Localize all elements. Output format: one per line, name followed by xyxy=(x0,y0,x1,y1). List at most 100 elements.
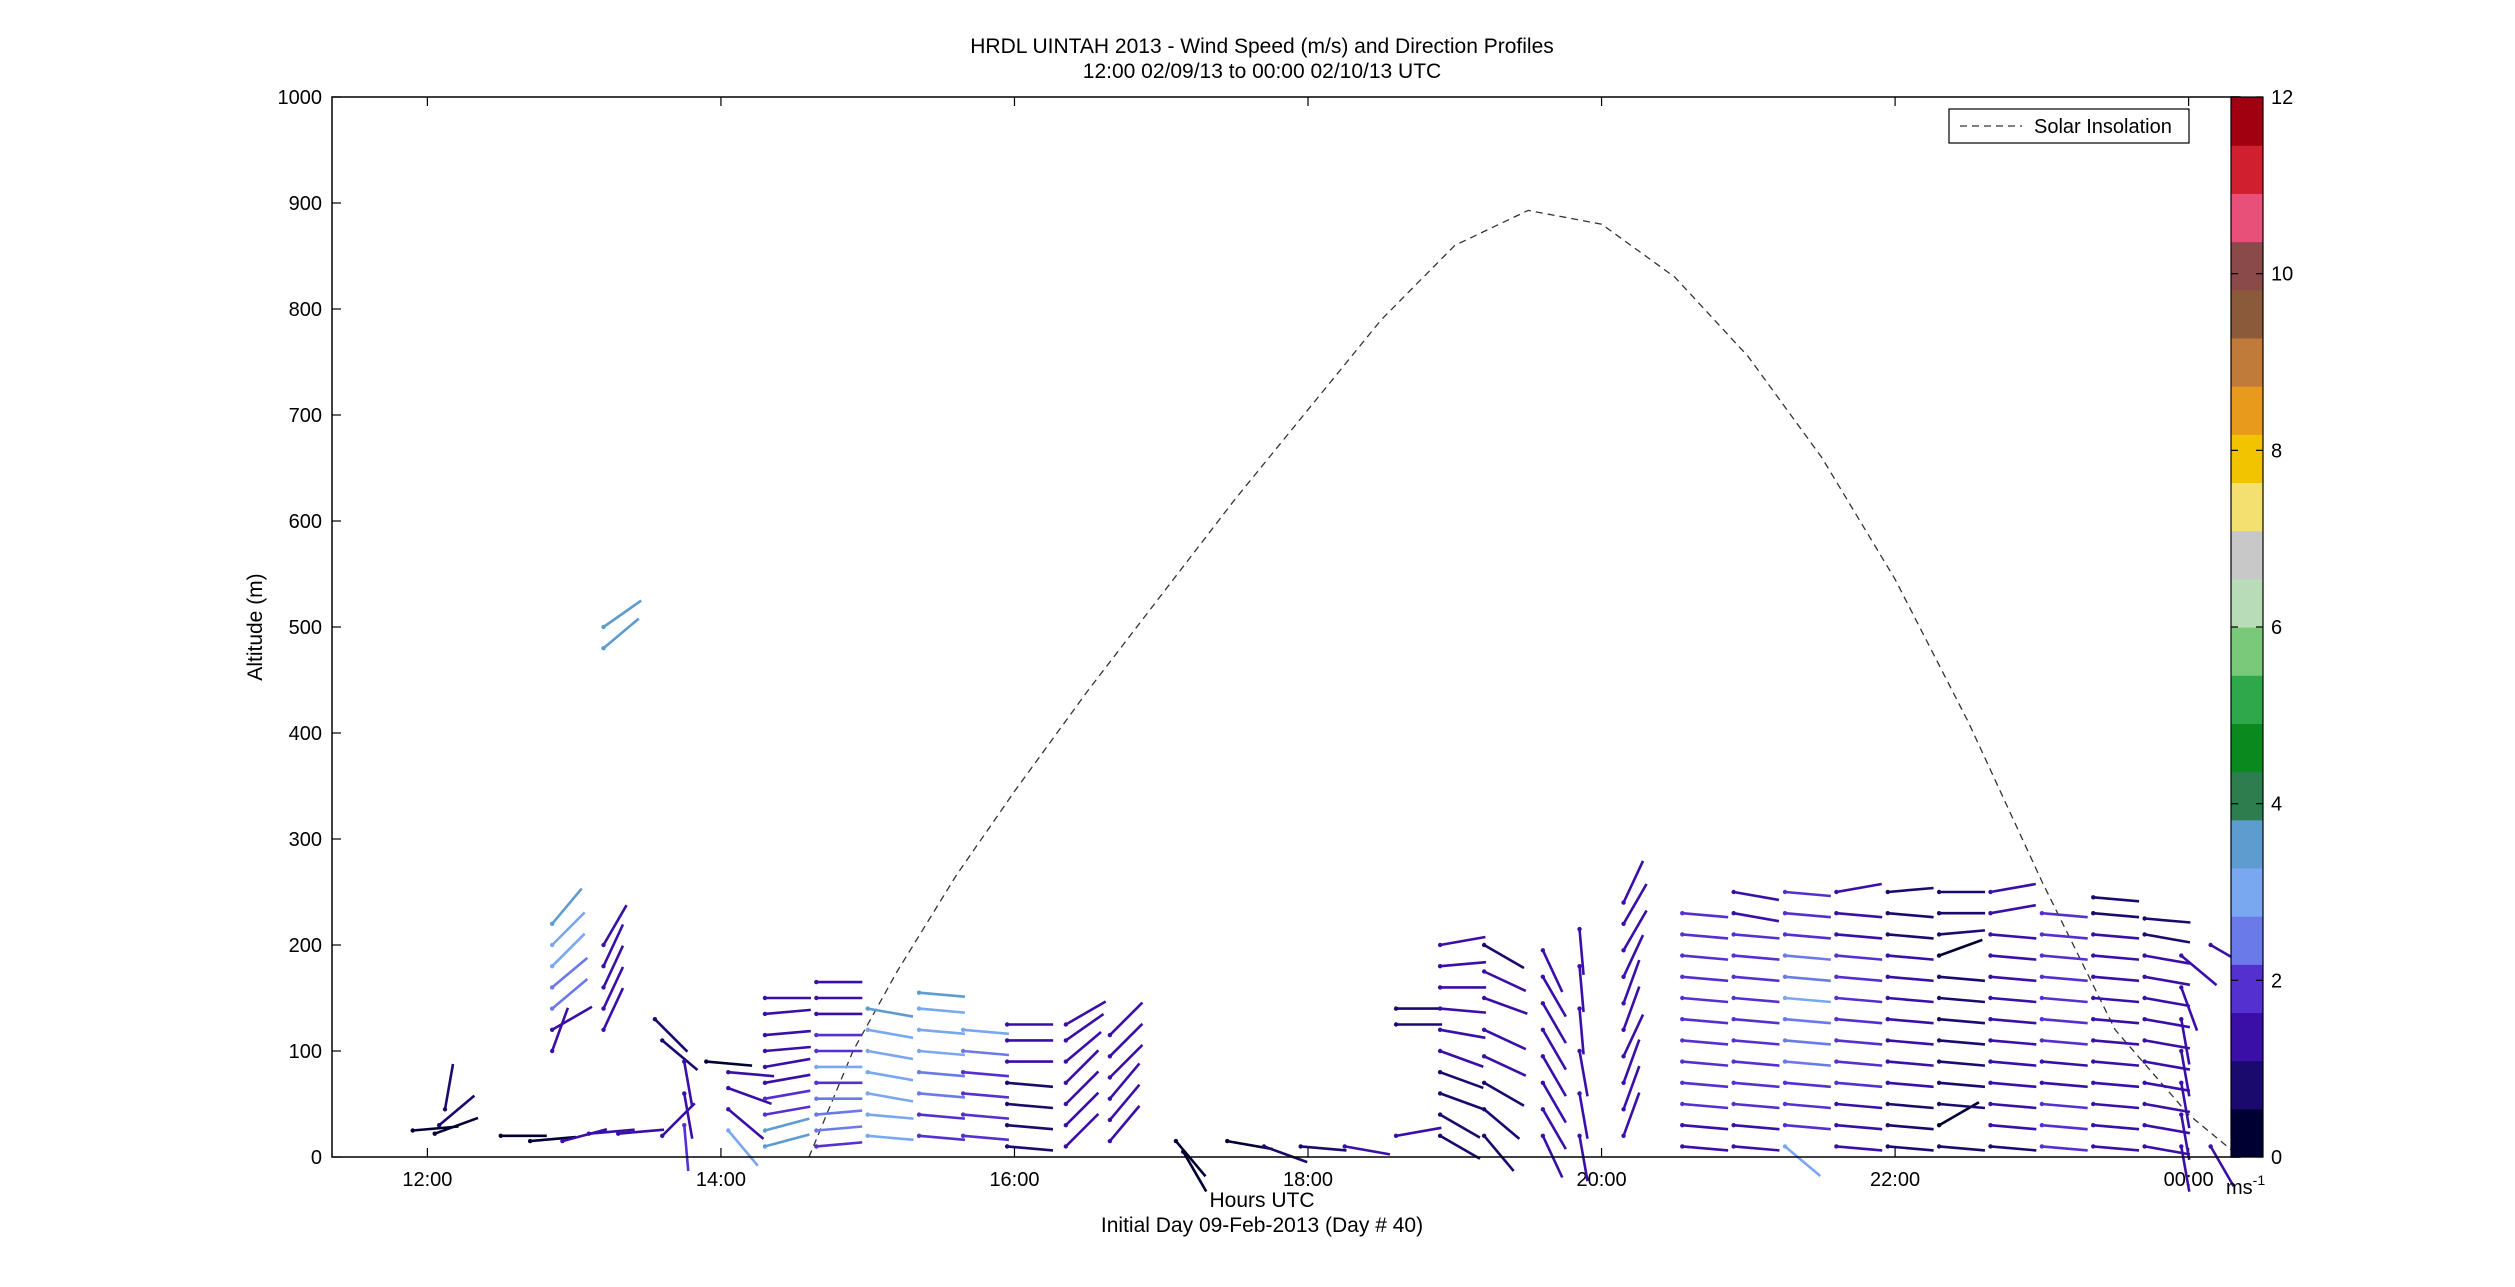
wind-barb-shaft xyxy=(602,599,642,629)
wind-barb-origin xyxy=(1004,1059,1010,1064)
wind-barb xyxy=(1621,883,1648,926)
wind-barb-shaft xyxy=(1622,1014,1645,1057)
colorbar-segment xyxy=(2231,386,2263,435)
wind-barb xyxy=(726,1070,775,1078)
wind-barb-shaft xyxy=(551,887,583,925)
wind-barb-origin xyxy=(436,1123,442,1128)
wind-barb xyxy=(1004,1080,1054,1089)
wind-barb xyxy=(682,1091,694,1139)
wind-barb-shaft xyxy=(1682,996,1729,1004)
y-tick-label: 900 xyxy=(289,193,322,215)
wind-barb-shaft xyxy=(1836,1102,1883,1110)
wind-barb-shaft xyxy=(1622,934,1645,978)
wind-barb-origin xyxy=(1988,911,1993,916)
wind-barb-origin xyxy=(1988,1101,1993,1107)
wind-barb-origin xyxy=(1936,1017,1942,1022)
wind-barb-shaft xyxy=(434,1116,479,1135)
wind-barb xyxy=(1621,986,1641,1033)
wind-barb-shaft xyxy=(1682,1081,1729,1089)
wind-barb-origin xyxy=(762,1011,768,1017)
wind-barb-shaft xyxy=(2041,975,2088,983)
wind-barb-origin xyxy=(1731,1038,1736,1043)
wind-barb-origin xyxy=(1107,1032,1113,1038)
wind-barb-origin xyxy=(1936,1080,1942,1086)
wind-barb-origin xyxy=(916,1133,922,1139)
wind-barb xyxy=(1540,1027,1567,1071)
wind-barb-shaft xyxy=(530,1135,577,1143)
wind-barb-origin xyxy=(960,1048,966,1054)
wind-barb-shaft xyxy=(1836,911,1883,919)
wind-barb-shaft xyxy=(1108,1083,1141,1121)
wind-barb-origin xyxy=(814,1128,819,1133)
wind-barb xyxy=(601,987,625,1033)
wind-barb xyxy=(1063,1000,1107,1027)
wind-barb-shaft xyxy=(1887,911,1934,919)
wind-barb xyxy=(436,1094,476,1128)
wind-barb xyxy=(960,1048,1010,1057)
wind-barb xyxy=(1004,1059,1054,1064)
wind-barb-shaft xyxy=(1541,1055,1567,1097)
wind-barb-origin xyxy=(814,1112,819,1117)
wind-barb-shaft xyxy=(1578,966,1585,1013)
wind-barb-shaft xyxy=(1836,1060,1883,1067)
wind-barb xyxy=(1437,1070,1484,1090)
wind-barb-origin xyxy=(1885,1038,1890,1043)
wind-barb xyxy=(1936,1144,1986,1152)
wind-barb-origin xyxy=(1298,1144,1303,1149)
wind-barb-origin xyxy=(1988,1123,1993,1128)
wind-barb-shaft xyxy=(1622,883,1648,925)
colorbar-tick-label: 12 xyxy=(2271,87,2293,109)
wind-barb xyxy=(1834,974,1883,983)
wind-barb xyxy=(2091,974,2140,983)
wind-barb-origin xyxy=(1885,1144,1890,1149)
wind-barb-shaft xyxy=(1887,1145,1934,1152)
wind-barb-origin xyxy=(1621,1080,1626,1086)
colorbar-segment xyxy=(2231,434,2263,484)
wind-barb-origin xyxy=(2142,953,2147,958)
wind-barb-origin xyxy=(1107,1096,1113,1101)
wind-barb-origin xyxy=(960,1133,966,1139)
wind-barb-origin xyxy=(498,1133,503,1139)
wind-barb xyxy=(601,904,628,948)
wind-barb xyxy=(814,1096,863,1101)
wind-barb-origin xyxy=(1437,1006,1443,1011)
wind-barb xyxy=(1731,974,1780,983)
wind-barb xyxy=(762,1008,811,1017)
wind-barb xyxy=(2091,995,2140,1004)
wind-barb-origin xyxy=(814,1032,819,1038)
wind-barb-origin xyxy=(1540,1080,1546,1086)
wind-barb-origin xyxy=(1834,1017,1839,1022)
wind-barb-origin xyxy=(1885,1123,1890,1128)
wind-barb-shaft xyxy=(1064,1070,1100,1105)
wind-barb-origin xyxy=(1680,1101,1685,1107)
wind-barb-shaft xyxy=(1682,1039,1729,1046)
wind-barb xyxy=(1577,1091,1589,1139)
wind-barb-origin xyxy=(1731,995,1736,1001)
wind-barb xyxy=(1988,953,2037,961)
colorbar-tick-label: 10 xyxy=(2271,264,2293,286)
wind-barb-origin xyxy=(1731,1123,1736,1128)
wind-barb-shaft xyxy=(1887,1060,1934,1067)
wind-barb-origin xyxy=(960,1112,966,1117)
wind-barb xyxy=(2039,1059,2088,1067)
wind-barb-origin xyxy=(916,1070,922,1075)
wind-barb-shaft xyxy=(551,1005,593,1031)
wind-barb-shaft xyxy=(602,945,625,988)
y-tick-label: 300 xyxy=(289,829,322,851)
wind-barb xyxy=(1437,935,1486,948)
wind-barb-shaft xyxy=(1939,1145,1986,1152)
wind-barb-origin xyxy=(1437,1091,1443,1096)
wind-barb-origin xyxy=(1885,1059,1890,1064)
wind-barb xyxy=(1834,1144,1883,1152)
wind-barb-shaft xyxy=(1990,1081,2037,1089)
wind-barb xyxy=(1004,1038,1054,1043)
wind-barb-origin xyxy=(586,1131,592,1136)
wind-barb-shaft xyxy=(1733,1081,1780,1089)
wind-barb-origin xyxy=(1988,932,1993,937)
wind-barb-origin xyxy=(2039,1144,2045,1149)
wind-barb-shaft xyxy=(764,1133,810,1148)
wind-barb-origin xyxy=(1680,974,1685,979)
wind-barb-shaft xyxy=(1483,943,1525,970)
wind-barb-shaft xyxy=(1065,1031,1102,1063)
wind-barb-shaft xyxy=(1784,996,1831,1004)
